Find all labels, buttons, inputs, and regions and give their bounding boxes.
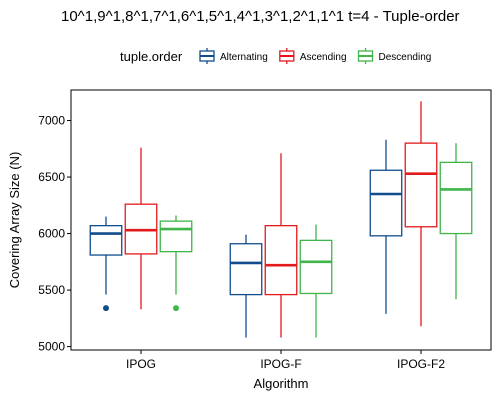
y-tick-label: 5000	[38, 340, 65, 354]
outlier-point	[103, 305, 109, 312]
y-tick-label: 7000	[38, 114, 65, 128]
boxes-layer	[89, 101, 473, 338]
legend-label: Alternating	[220, 52, 268, 63]
box-iqr	[89, 225, 123, 256]
box-descending-ipog-f2	[439, 143, 473, 300]
x-tick-label: IPOG-F2	[397, 357, 445, 371]
box-ascending-ipog	[124, 147, 158, 310]
legend-item-descending: Descending	[357, 48, 432, 64]
legend: tuple.order Alternating Ascending Descendi…	[120, 48, 431, 64]
box-descending-ipog	[159, 215, 193, 312]
x-axis: IPOG IPOG-F IPOG-F2	[126, 350, 445, 371]
box-descending-ipog-f	[299, 224, 333, 338]
box-alternating-ipog-f2	[369, 139, 403, 314]
box-iqr	[299, 239, 333, 295]
legend-item-alternating: Alternating	[199, 48, 268, 64]
box-iqr	[439, 161, 473, 235]
y-tick-label: 6500	[38, 170, 65, 184]
box-iqr	[159, 220, 193, 253]
y-tick-label: 6000	[38, 227, 65, 241]
box-iqr	[404, 142, 438, 228]
x-tick-label: IPOG	[126, 357, 156, 371]
box-alternating-ipog-f	[229, 234, 263, 338]
legend-item-ascending: Ascending	[279, 48, 347, 64]
box-iqr	[264, 225, 298, 296]
y-axis: 5000 5500 6000 6500 7000	[38, 114, 71, 354]
y-axis-title: Covering Array Size (N)	[7, 152, 22, 289]
chart-title: 10^1,9^1,8^1,7^1,6^1,5^1,4^1,3^1,2^1,1^1…	[61, 8, 460, 25]
x-axis-title: Algorithm	[254, 376, 309, 391]
y-tick-label: 5500	[38, 283, 65, 297]
legend-label: Descending	[379, 52, 432, 63]
box-ascending-ipog-f	[264, 153, 298, 338]
box-iqr	[369, 169, 403, 237]
legend-label: Ascending	[300, 52, 347, 63]
box-iqr	[229, 243, 263, 296]
box-ascending-ipog-f2	[404, 101, 438, 327]
legend-title: tuple.order	[120, 49, 183, 64]
outlier-point	[173, 305, 179, 312]
box-alternating-ipog	[89, 216, 123, 312]
x-tick-label: IPOG-F	[260, 357, 301, 371]
